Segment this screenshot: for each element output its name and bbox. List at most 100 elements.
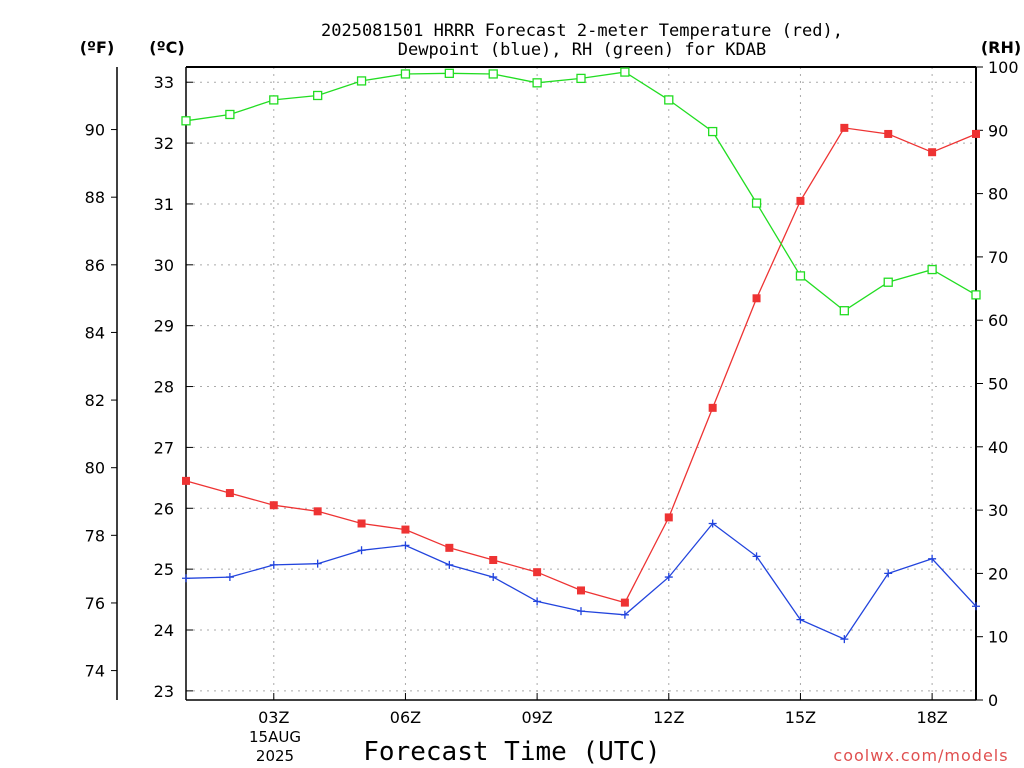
- dewpoint-point: [445, 560, 454, 569]
- fahrenheit-tick-label: 84: [85, 323, 105, 342]
- dewpoint-point: [708, 519, 717, 528]
- temperature-point: [884, 129, 893, 138]
- celsius-tick-label: 28: [154, 378, 174, 397]
- rh-point: [400, 69, 411, 79]
- rh-point: [795, 271, 806, 281]
- rh-point: [313, 90, 323, 101]
- fahrenheit-tick-label: 82: [85, 391, 105, 410]
- dewpoint-series: [182, 519, 980, 644]
- rh-point: [927, 264, 937, 275]
- temperature-point: [313, 507, 322, 516]
- rh-tick-label: 80: [988, 185, 1008, 204]
- temperature-point: [533, 568, 542, 577]
- date-label-year: 2025: [256, 747, 294, 765]
- tick-labels: 23 24 25 26 27 28 29 30 31 32 33 74 76 78 80 82 84 86 88 90…: [85, 58, 1019, 727]
- celsius-tick-label: 24: [154, 621, 174, 640]
- dewpoint-point: [664, 573, 673, 582]
- temperature-point: [752, 294, 761, 303]
- temperature-point: [401, 525, 410, 534]
- temperature-point: [708, 403, 717, 412]
- temperature-point: [972, 129, 980, 138]
- rh-point: [225, 109, 235, 120]
- series-layer: [181, 67, 981, 644]
- fahrenheit-tick-label: 86: [85, 256, 105, 275]
- dewpoint-point: [313, 559, 322, 568]
- celsius-tick-label: 26: [154, 499, 174, 518]
- celsius-tick-label: 32: [154, 134, 174, 153]
- rh-point: [883, 277, 893, 287]
- celsius-tick-label: 30: [154, 256, 174, 275]
- celsius-axis-label: (ºC): [149, 38, 184, 57]
- chart-title-line2: Dewpoint (blue), RH (green) for KDAB: [398, 40, 766, 60]
- rh-tick-label: 30: [988, 501, 1008, 520]
- rh-tick-label: 50: [988, 375, 1008, 394]
- x-tick-label: 15Z: [785, 708, 816, 727]
- fahrenheit-tick-label: 88: [85, 188, 105, 207]
- rh-tick-label: 40: [988, 438, 1008, 457]
- fahrenheit-tick-label: 78: [85, 526, 105, 545]
- rh-tick-label: 0: [988, 691, 998, 710]
- fahrenheit-axis-label: (ºF): [80, 38, 115, 57]
- fahrenheit-tick-label: 80: [85, 459, 105, 478]
- fahrenheit-tick-label: 74: [85, 662, 105, 681]
- rh-point: [488, 69, 498, 79]
- celsius-tick-label: 31: [154, 195, 174, 214]
- temperature-point: [182, 476, 190, 485]
- temperature-point: [489, 556, 498, 565]
- fahrenheit-tick-label: 90: [85, 121, 105, 140]
- grid-lines: [186, 67, 976, 700]
- x-tick-label: 18Z: [916, 708, 947, 727]
- dewpoint-point: [225, 573, 234, 582]
- dewpoint-point: [620, 610, 629, 619]
- dewpoint-point: [533, 597, 542, 606]
- temperature-point: [357, 519, 366, 528]
- x-tick-label: 06Z: [390, 708, 421, 727]
- celsius-tick-label: 23: [154, 682, 174, 701]
- rh-point: [664, 95, 674, 105]
- dewpoint-point: [840, 635, 849, 644]
- temperature-point: [577, 586, 585, 595]
- rh-series: [181, 67, 981, 316]
- temperature-point: [445, 543, 454, 552]
- rh-point: [576, 73, 586, 84]
- axes: [111, 66, 983, 701]
- temperature-point: [664, 513, 673, 522]
- date-label-day: 15AUG: [249, 728, 301, 746]
- temperature-point: [928, 148, 937, 157]
- rh-point: [532, 78, 542, 88]
- dewpoint-point: [357, 546, 366, 555]
- rh-point: [971, 290, 981, 300]
- rh-point: [839, 306, 849, 316]
- rh-point: [708, 126, 718, 137]
- dewpoint-point: [928, 554, 937, 563]
- rh-tick-label: 70: [988, 248, 1008, 267]
- dewpoint-point: [577, 607, 585, 616]
- dewpoint-point: [796, 615, 805, 624]
- dewpoint-point: [269, 560, 278, 569]
- dewpoint-point: [752, 552, 761, 561]
- x-axis-label: Forecast Time (UTC): [363, 737, 660, 767]
- rh-axis-label: (RH): [981, 38, 1021, 57]
- fahrenheit-tick-label: 76: [85, 594, 105, 613]
- rh-point: [269, 95, 279, 105]
- rh-point: [444, 68, 454, 78]
- dewpoint-point: [489, 573, 498, 582]
- rh-point: [181, 116, 191, 126]
- celsius-tick-label: 29: [154, 317, 174, 336]
- rh-point: [356, 76, 367, 86]
- dewpoint-point: [401, 541, 410, 550]
- celsius-tick-label: 25: [154, 560, 174, 579]
- temperature-series: [182, 123, 980, 607]
- rh-tick-label: 100: [988, 58, 1019, 77]
- dewpoint-point: [884, 569, 893, 578]
- celsius-tick-label: 27: [154, 438, 174, 457]
- temperature-point: [269, 501, 278, 510]
- x-tick-label: 03Z: [258, 708, 289, 727]
- x-tick-label: 12Z: [653, 708, 684, 727]
- watermark: coolwx.com/models: [833, 746, 1008, 765]
- rh-tick-label: 90: [988, 121, 1008, 140]
- celsius-tick-label: 33: [154, 73, 174, 92]
- rh-point: [751, 198, 762, 208]
